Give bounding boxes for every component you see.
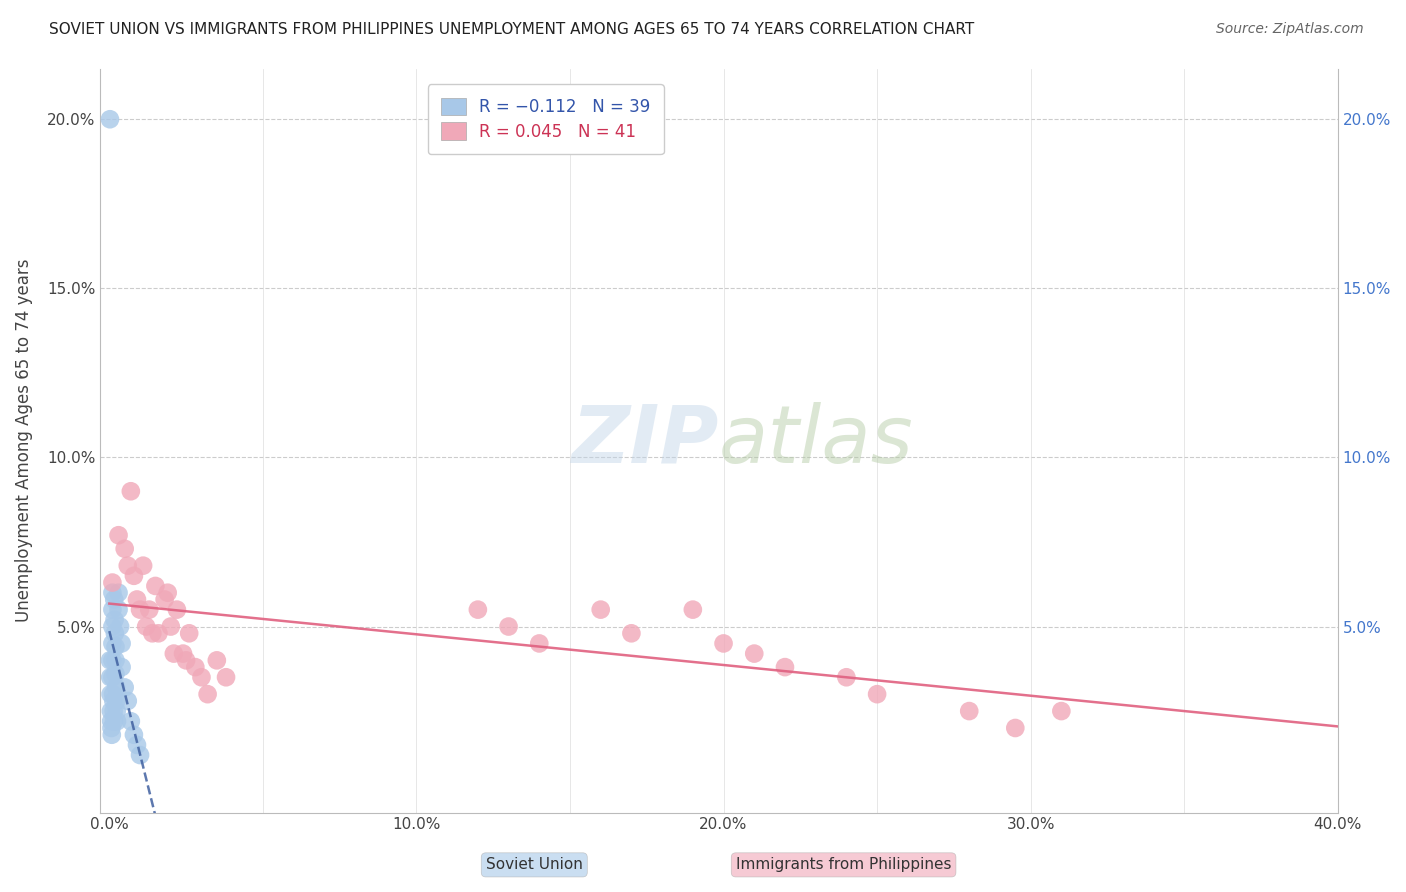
Point [125, 592, 148, 607]
Point [529, 636, 551, 650]
Point [120, 484, 142, 499]
Y-axis label: Unemployment Among Ages 65 to 74 years: Unemployment Among Ages 65 to 74 years [15, 259, 32, 623]
Point [120, 714, 142, 729]
Point [100, 721, 122, 735]
Point [104, 666, 127, 681]
Point [103, 694, 125, 708]
Text: Soviet Union: Soviet Union [486, 857, 582, 872]
Point [159, 619, 181, 633]
Point [101, 728, 124, 742]
Point [114, 541, 136, 556]
Point [104, 626, 127, 640]
Point [129, 747, 152, 762]
Point [104, 640, 127, 654]
Text: Source: ZipAtlas.com: Source: ZipAtlas.com [1216, 22, 1364, 37]
Point [101, 670, 124, 684]
Point [467, 602, 489, 616]
Point [122, 569, 145, 583]
Point [122, 728, 145, 742]
Point [184, 660, 207, 674]
Point [107, 528, 129, 542]
Point [135, 619, 157, 633]
Text: ZIP: ZIP [572, 401, 718, 480]
Point [190, 670, 212, 684]
Point [620, 626, 643, 640]
Point [957, 704, 980, 718]
Point [1004, 721, 1026, 735]
Text: SOVIET UNION VS IMMIGRANTS FROM PHILIPPINES UNEMPLOYMENT AMONG AGES 65 TO 74 YEA: SOVIET UNION VS IMMIGRANTS FROM PHILIPPI… [49, 22, 974, 37]
Point [105, 704, 128, 718]
Point [101, 636, 124, 650]
Point [163, 647, 186, 661]
Point [138, 602, 160, 616]
Point [125, 738, 148, 752]
Point [145, 579, 167, 593]
Point [172, 647, 194, 661]
Legend: R = −0.112   N = 39, R = 0.045   N = 41: R = −0.112 N = 39, R = 0.045 N = 41 [427, 84, 664, 154]
Point [141, 626, 163, 640]
Point [101, 653, 124, 667]
Point [111, 660, 134, 674]
Point [107, 602, 129, 616]
Point [682, 602, 704, 616]
Point [117, 558, 139, 573]
Point [713, 636, 735, 650]
Point [153, 592, 176, 607]
Point [179, 626, 201, 640]
Point [215, 670, 238, 684]
Point [835, 670, 858, 684]
Point [498, 619, 520, 633]
Point [104, 653, 127, 667]
Point [103, 613, 125, 627]
Point [101, 602, 124, 616]
Point [101, 687, 124, 701]
Text: Immigrants from Philippines: Immigrants from Philippines [735, 857, 952, 872]
Point [100, 714, 122, 729]
Point [98, 112, 121, 127]
Point [197, 687, 219, 701]
Point [103, 714, 125, 729]
Point [166, 602, 188, 616]
Point [773, 660, 796, 674]
Point [174, 653, 197, 667]
Point [111, 636, 134, 650]
Point [1050, 704, 1073, 718]
Point [205, 653, 228, 667]
Point [156, 585, 179, 599]
Point [98, 653, 121, 667]
Point [148, 626, 170, 640]
Point [100, 704, 122, 718]
Point [107, 585, 129, 599]
Point [105, 681, 128, 695]
Point [866, 687, 889, 701]
Point [114, 681, 136, 695]
Point [103, 704, 125, 718]
Text: atlas: atlas [718, 401, 914, 480]
Point [101, 585, 124, 599]
Point [101, 619, 124, 633]
Point [132, 558, 155, 573]
Point [105, 694, 128, 708]
Point [589, 602, 612, 616]
Point [100, 687, 122, 701]
Point [103, 592, 125, 607]
Point [98, 670, 121, 684]
Point [129, 602, 152, 616]
Point [117, 694, 139, 708]
Point [108, 619, 131, 633]
Point [742, 647, 765, 661]
Point [101, 575, 124, 590]
Point [105, 714, 128, 729]
